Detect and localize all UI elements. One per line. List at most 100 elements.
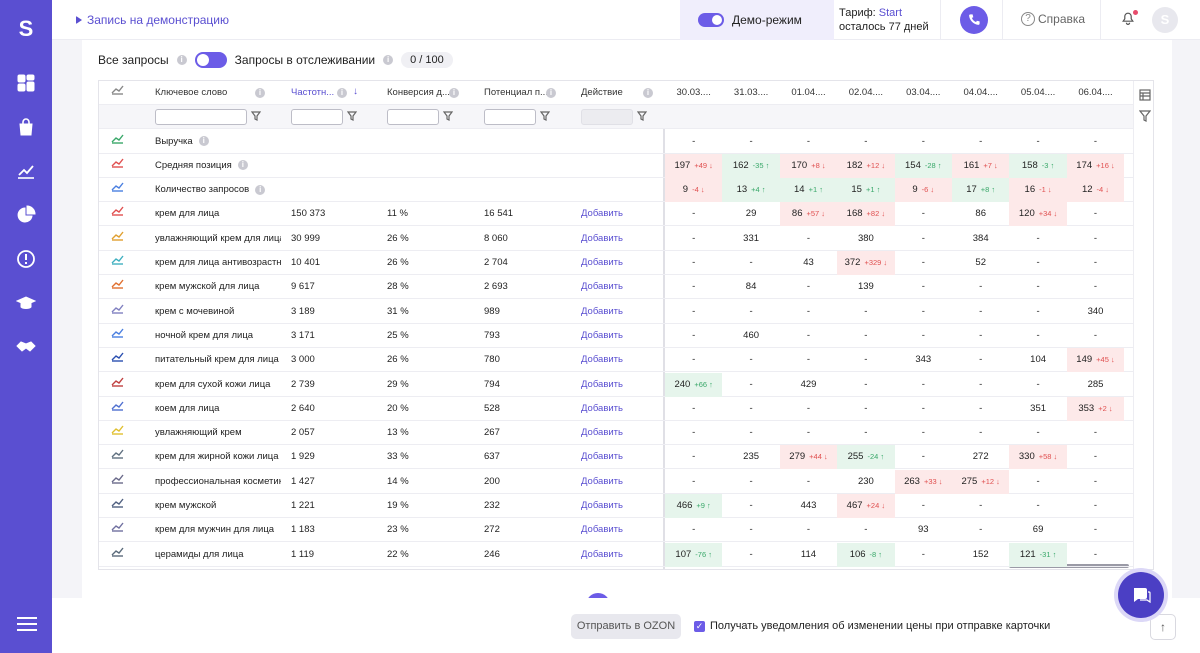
add-keyword-link[interactable]: Добавить <box>581 281 623 293</box>
info-icon[interactable]: i <box>383 55 394 65</box>
add-keyword-link[interactable]: Добавить <box>581 208 623 220</box>
filter-icon[interactable] <box>442 111 454 121</box>
trend-chart-icon[interactable] <box>111 300 124 324</box>
graduation-icon[interactable] <box>15 292 37 314</box>
help-link[interactable]: ? Справка <box>1021 12 1085 26</box>
date-value-cell: - <box>1009 373 1066 397</box>
sort-desc-icon[interactable]: ↓ <box>353 86 358 97</box>
bag-icon[interactable] <box>15 116 37 138</box>
trend-chart-icon[interactable] <box>111 470 124 494</box>
date-column-header[interactable]: 01.04.... <box>791 87 826 98</box>
trend-chart-icon[interactable] <box>111 445 124 469</box>
info-icon[interactable]: i <box>237 160 248 171</box>
alert-icon[interactable] <box>15 248 37 270</box>
date-column-header[interactable]: 31.03.... <box>733 87 769 98</box>
chart-all-icon[interactable] <box>111 81 124 105</box>
add-keyword-link[interactable]: Добавить <box>581 524 623 536</box>
filter-icon[interactable] <box>539 111 551 121</box>
demo-mode[interactable]: Демо-режим <box>680 0 834 40</box>
filter-icon[interactable] <box>1138 109 1152 122</box>
trend-chart-icon[interactable] <box>111 494 124 518</box>
add-keyword-link[interactable]: Добавить <box>581 500 623 511</box>
column-filter-input[interactable] <box>484 109 536 125</box>
column-filter-input[interactable] <box>291 109 343 125</box>
trend-chart-icon[interactable] <box>111 324 124 348</box>
add-keyword-link[interactable]: Добавить <box>581 378 623 390</box>
filter-icon[interactable] <box>346 111 358 121</box>
info-icon[interactable]: i <box>198 135 209 146</box>
scroll-up-button[interactable]: ↑ <box>1150 614 1176 640</box>
position-value: - <box>1093 500 1098 511</box>
add-keyword-link[interactable]: Добавить <box>581 354 623 366</box>
info-icon[interactable]: i <box>337 88 347 98</box>
date-value-cell: 9 -4 ↓ <box>665 178 723 203</box>
chat-button[interactable] <box>1118 572 1164 618</box>
info-icon[interactable]: i <box>176 55 187 65</box>
columns-icon[interactable] <box>1139 88 1151 101</box>
demo-mode-toggle[interactable] <box>698 13 724 27</box>
column-filter-input[interactable] <box>387 109 439 125</box>
price-notify-option[interactable]: ✓ Получать уведомления об изменении цены… <box>694 620 1050 632</box>
info-icon[interactable]: i <box>255 184 266 195</box>
info-icon[interactable]: i <box>546 88 556 98</box>
chart-icon[interactable] <box>15 160 37 182</box>
app-logo[interactable]: S <box>18 16 34 41</box>
tariff-plan[interactable]: Start <box>878 7 903 19</box>
notifications-button[interactable] <box>1120 10 1138 28</box>
date-column-header[interactable]: 06.04.... <box>1078 87 1113 98</box>
handshake-icon[interactable] <box>15 336 37 358</box>
call-button[interactable] <box>960 6 988 34</box>
column-header[interactable]: Частотн... <box>291 87 335 98</box>
demo-link[interactable]: Запись на демонстрацию <box>76 13 229 27</box>
filter-icon[interactable] <box>636 111 648 121</box>
position-value: - <box>806 475 811 487</box>
filter-icon[interactable] <box>250 111 262 121</box>
add-keyword-link[interactable]: Добавить <box>581 305 623 317</box>
avatar[interactable]: S <box>1152 7 1178 33</box>
checkbox[interactable]: ✓ <box>694 620 705 632</box>
menu-icon[interactable] <box>17 613 37 635</box>
trend-chart-icon[interactable] <box>111 178 124 202</box>
column-filter-input[interactable] <box>155 109 247 125</box>
date-column-header[interactable]: 04.04.... <box>963 87 998 98</box>
dashboard-icon[interactable] <box>15 72 37 94</box>
trend-chart-icon[interactable] <box>111 130 124 154</box>
add-keyword-link[interactable]: Добавить <box>581 402 623 414</box>
trend-chart-icon[interactable] <box>111 227 124 251</box>
column-header[interactable]: Ключевое слово <box>155 87 228 98</box>
column-header[interactable]: Действие <box>581 87 623 98</box>
trend-chart-icon[interactable] <box>111 373 124 397</box>
date-column-header[interactable]: 02.04.... <box>848 87 884 98</box>
trend-chart-icon[interactable] <box>111 154 124 178</box>
trend-chart-icon[interactable] <box>111 421 124 445</box>
info-icon[interactable]: i <box>643 88 653 98</box>
date-column-header[interactable]: 03.04.... <box>906 87 941 98</box>
date-column-header[interactable]: 05.04.... <box>1020 87 1056 98</box>
potential-value: 780 <box>484 354 500 366</box>
trend-chart-icon[interactable] <box>111 202 124 226</box>
position-value: - <box>1036 475 1040 487</box>
add-keyword-link[interactable]: Добавить <box>581 329 623 341</box>
add-keyword-link[interactable]: Добавить <box>581 548 623 560</box>
add-keyword-link[interactable]: Добавить <box>581 475 623 487</box>
trend-chart-icon[interactable] <box>111 348 124 372</box>
trend-chart-icon[interactable] <box>111 251 124 275</box>
add-keyword-link[interactable]: Добавить <box>581 257 623 268</box>
trend-chart-icon[interactable] <box>111 543 124 567</box>
trend-chart-icon[interactable] <box>111 518 124 542</box>
column-filter-input[interactable] <box>581 109 633 125</box>
send-to-ozon-button[interactable]: Отправить в OZON <box>571 614 681 639</box>
date-value-cell: 104 <box>1009 348 1066 372</box>
add-keyword-link[interactable]: Добавить <box>581 427 623 439</box>
column-header[interactable]: Конверсия д... <box>387 87 450 98</box>
pie-icon[interactable] <box>15 204 37 226</box>
trend-chart-icon[interactable] <box>111 275 124 299</box>
date-column-header[interactable]: 30.03.... <box>676 87 711 98</box>
column-header[interactable]: Потенциал п... <box>484 87 548 98</box>
info-icon[interactable]: i <box>255 88 265 98</box>
add-keyword-link[interactable]: Добавить <box>581 451 623 463</box>
add-keyword-link[interactable]: Добавить <box>581 232 623 244</box>
queries-toggle[interactable] <box>194 52 227 68</box>
trend-chart-icon[interactable] <box>111 397 124 421</box>
info-icon[interactable]: i <box>449 88 459 98</box>
